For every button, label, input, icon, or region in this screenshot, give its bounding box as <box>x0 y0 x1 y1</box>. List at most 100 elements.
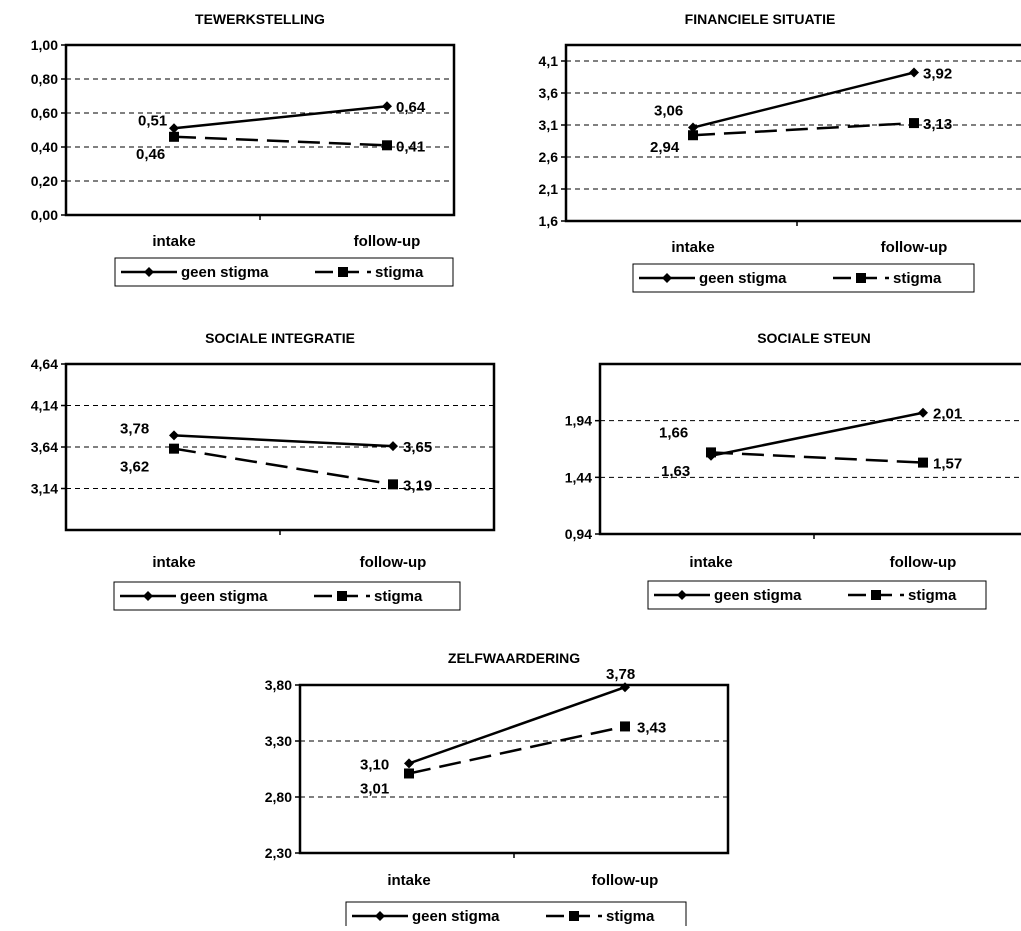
y-tick-label: 3,6 <box>539 85 559 101</box>
legend-marker-diamond <box>677 590 687 600</box>
data-label: 3,43 <box>637 719 666 736</box>
y-tick-label: 4,1 <box>539 53 559 69</box>
data-point-geen-stigma <box>382 101 392 112</box>
y-tick-label: 2,1 <box>539 181 559 197</box>
data-point-stigma <box>388 479 398 490</box>
data-point-stigma <box>706 447 716 458</box>
y-tick-label: 3,80 <box>265 677 292 693</box>
data-label: 3,62 <box>120 459 149 476</box>
x-tick-label: intake <box>152 554 195 571</box>
legend: geen stigma stigma <box>114 257 454 287</box>
plot-frame <box>598 362 1021 536</box>
legend-label: geen stigma <box>180 588 268 605</box>
legend: geen stigma stigma <box>113 581 461 611</box>
y-tick-label: 0,60 <box>31 105 58 121</box>
legend-marker-diamond <box>375 911 385 921</box>
series-line-geen-stigma <box>692 71 915 129</box>
y-tick-label: 2,30 <box>265 845 292 861</box>
series-line-geen-stigma <box>408 686 626 765</box>
legend: geen stigma stigma <box>345 901 687 931</box>
data-label: 1,63 <box>661 463 690 480</box>
y-tick-label: 1,44 <box>565 469 592 485</box>
data-point-stigma <box>620 721 630 732</box>
legend-label: geen stigma <box>412 908 500 925</box>
x-tick-label: follow-up <box>881 239 948 256</box>
y-tick-label: 2,6 <box>539 149 559 165</box>
legend-label: stigma <box>374 588 423 605</box>
data-label: 0,64 <box>396 99 426 116</box>
chart-panel-1: TEWERKSTELLING 1,00 0,80 0,60 0,40 0,20 0,00 in… <box>31 11 456 287</box>
data-point-geen-stigma <box>909 67 919 78</box>
x-tick-label: follow-up <box>890 554 957 571</box>
legend-label: stigma <box>893 270 942 287</box>
data-point-geen-stigma <box>388 441 398 452</box>
data-label: 2,01 <box>933 406 962 423</box>
x-tick-label: intake <box>152 233 195 250</box>
legend: geen stigma stigma <box>632 263 975 293</box>
y-tick-label: 2,80 <box>265 789 292 805</box>
data-label: 1,57 <box>933 456 962 473</box>
legend-marker-diamond <box>662 273 672 283</box>
y-tick-label: 4,64 <box>31 356 58 372</box>
data-label: 3,78 <box>120 420 149 437</box>
legend-label: stigma <box>908 587 957 604</box>
x-tick-label: intake <box>387 872 430 889</box>
chart-title: SOCIALE STEUN <box>757 330 871 346</box>
x-tick-label: intake <box>671 239 714 256</box>
y-tick-label: 3,64 <box>31 439 58 455</box>
y-tick-label: 1,94 <box>565 413 592 429</box>
data-point-geen-stigma <box>688 122 698 133</box>
data-point-geen-stigma <box>620 682 630 693</box>
y-tick-label: 3,30 <box>265 733 292 749</box>
data-label: 3,06 <box>654 103 683 120</box>
legend-marker-square <box>337 591 347 601</box>
chart-panel-2: FINANCIELE SITUATIE 4,1 3,6 3,1 2,6 2,1 1,6 int… <box>539 11 1021 293</box>
y-tick-label: 3,1 <box>539 117 559 133</box>
legend-label: stigma <box>606 908 655 925</box>
series-line-geen-stigma <box>173 434 394 448</box>
data-point-stigma <box>909 118 919 129</box>
data-label: 3,65 <box>403 439 432 456</box>
legend-marker-square <box>569 911 579 921</box>
data-point-stigma <box>918 457 928 468</box>
chart-title: ZELFWAARDERING <box>448 650 580 666</box>
data-label: 3,13 <box>923 116 952 133</box>
data-label: 3,92 <box>923 66 952 83</box>
data-label: 3,78 <box>606 666 635 683</box>
data-point-geen-stigma <box>404 758 414 769</box>
data-label: 2,94 <box>650 139 680 156</box>
data-point-stigma <box>688 130 698 141</box>
y-tick-label: 1,6 <box>539 213 559 229</box>
data-point-stigma <box>404 768 414 779</box>
series-line-stigma <box>692 121 915 137</box>
legend-marker-diamond <box>144 267 154 277</box>
data-point-stigma <box>382 140 392 151</box>
x-tick-label: intake <box>689 554 732 571</box>
plot-frame <box>564 43 1021 223</box>
series-line-stigma <box>710 451 924 464</box>
x-tick-label: follow-up <box>354 233 421 250</box>
series-line-stigma <box>173 135 388 147</box>
y-tick-label: 4,14 <box>31 398 58 414</box>
data-point-geen-stigma <box>169 123 179 134</box>
chart-panel-4: SOCIALE STEUN 1,94 1,44 0,94 intake follow-up… <box>565 330 1021 610</box>
series-line-stigma <box>173 447 394 486</box>
legend-label: stigma <box>375 264 424 281</box>
data-label: 3,10 <box>360 756 389 773</box>
data-label: 3,19 <box>403 477 432 494</box>
data-point-geen-stigma <box>169 430 179 441</box>
chart-title: FINANCIELE SITUATIE <box>685 11 836 27</box>
data-point-geen-stigma <box>918 407 928 418</box>
legend-marker-diamond <box>143 591 153 601</box>
legend-marker-square <box>856 273 866 283</box>
legend-marker-square <box>338 267 348 277</box>
series-line-stigma <box>408 725 626 775</box>
legend-label: geen stigma <box>699 270 787 287</box>
legend-label: geen stigma <box>181 264 269 281</box>
chart-panel-3: SOCIALE INTEGRATIE 4,64 4,14 3,64 3,14 intake… <box>31 330 496 611</box>
legend-label: geen stigma <box>714 587 802 604</box>
chart-title: TEWERKSTELLING <box>195 11 325 27</box>
chart-title: SOCIALE INTEGRATIE <box>205 330 355 346</box>
chart-panel-5: ZELFWAARDERING 3,80 3,30 2,80 2,30 intake foll… <box>265 650 730 931</box>
